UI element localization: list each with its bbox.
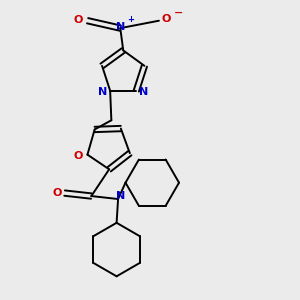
Text: N: N xyxy=(116,22,125,32)
Text: N: N xyxy=(116,191,126,201)
Text: O: O xyxy=(74,151,83,161)
Text: N: N xyxy=(139,87,148,97)
Text: N: N xyxy=(98,87,107,97)
Text: −: − xyxy=(173,8,183,18)
Text: +: + xyxy=(127,15,134,24)
Text: O: O xyxy=(52,188,62,198)
Text: O: O xyxy=(74,15,83,25)
Text: O: O xyxy=(162,14,171,24)
